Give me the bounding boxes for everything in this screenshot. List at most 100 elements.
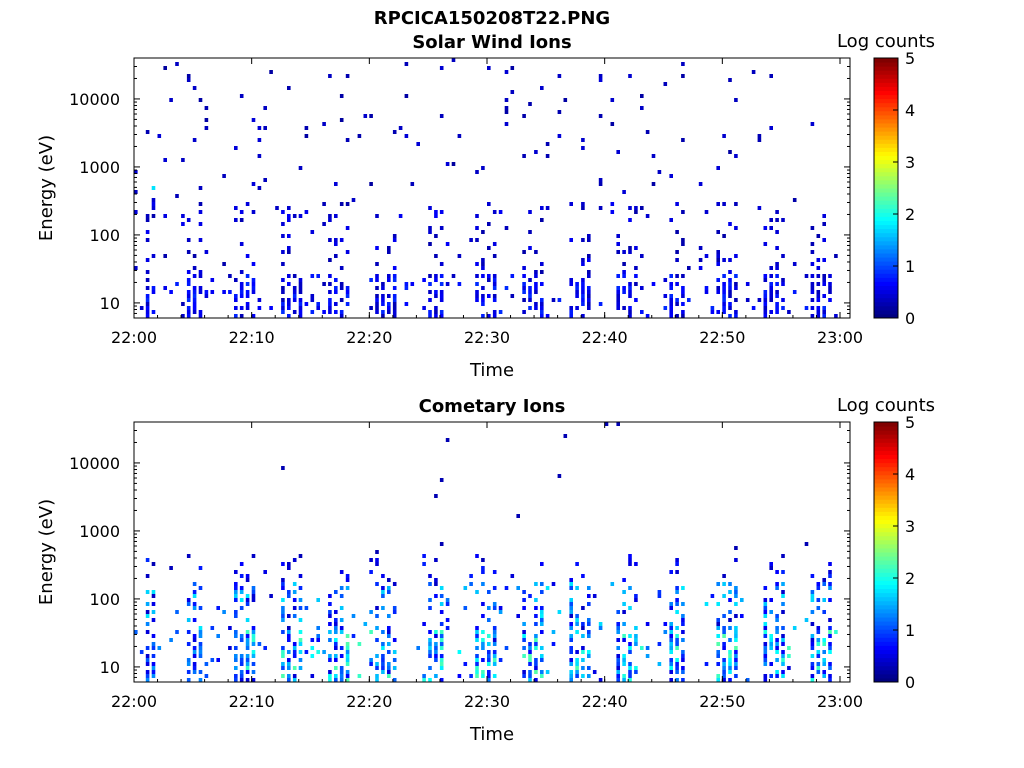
spectrogram-cell <box>722 642 726 646</box>
spectrogram-cell <box>387 306 391 310</box>
spectrogram-cell <box>287 306 291 310</box>
spectrogram-cell <box>434 674 438 678</box>
spectrogram-cell <box>540 306 544 310</box>
spectrogram-cell <box>339 118 344 122</box>
spectrogram-cell <box>645 130 650 134</box>
spectrogram-cell <box>775 218 779 222</box>
colorbar-segment <box>874 74 898 79</box>
spectrogram-cell <box>392 302 397 306</box>
spectrogram-cell <box>669 646 673 650</box>
spectrogram-cell <box>428 574 432 578</box>
spectrogram-cell <box>704 602 709 606</box>
spectrogram-cell <box>192 298 197 302</box>
spectrogram-cell <box>763 598 768 602</box>
spectrogram-cell <box>139 306 144 310</box>
spectrogram-cell <box>781 602 785 606</box>
spectrogram-cell <box>234 658 238 662</box>
spectrogram-cell <box>722 658 726 662</box>
spectrogram-cell <box>669 174 673 178</box>
spectrogram-cell <box>492 310 497 314</box>
spectrogram-cell <box>287 214 291 218</box>
spectrogram-cell <box>445 438 450 442</box>
spectrogram-cell <box>251 286 256 290</box>
colorbar-segment <box>874 90 898 96</box>
spectrogram-cell <box>251 182 256 186</box>
spectrogram-cell <box>151 670 156 674</box>
spectrogram-cell <box>481 630 485 634</box>
spectrogram-cell <box>310 298 315 302</box>
spectrogram-cell <box>781 642 785 646</box>
spectrogram-cell <box>587 238 591 242</box>
spectrogram-cell <box>245 638 250 642</box>
colorbar-segment <box>874 175 898 181</box>
spectrogram-cell <box>439 622 444 626</box>
spectrogram-cell <box>492 210 497 214</box>
spectrogram-cell <box>663 82 668 86</box>
spectrogram-cell <box>540 614 544 618</box>
spectrogram-cell <box>487 606 491 610</box>
colorbar-segment <box>874 495 898 500</box>
colorbar-segment <box>874 454 898 460</box>
spectrogram-cell <box>704 662 709 666</box>
spectrogram-cell <box>328 214 332 218</box>
spectrogram-cell <box>540 610 544 614</box>
spectrogram-cell <box>481 558 485 562</box>
spectrogram-cell <box>239 586 244 590</box>
spectrogram-cell <box>775 246 779 250</box>
spectrogram-cell <box>234 314 238 318</box>
spectrogram-cell <box>828 662 832 666</box>
colorbar-segment <box>874 273 898 278</box>
colorbar-tick-label: 2 <box>905 205 915 224</box>
spectrogram-cell <box>145 646 150 650</box>
spectrogram-cell <box>234 630 238 634</box>
spectrogram-cell <box>822 650 826 654</box>
spectrogram-cell <box>669 294 673 298</box>
spectrogram-cell <box>722 630 726 634</box>
spectrogram-cell <box>281 562 285 566</box>
spectrogram-cell <box>439 226 444 230</box>
spectrogram-cell <box>151 202 156 206</box>
spectrogram-cell <box>328 298 332 302</box>
spectrogram-cell <box>669 634 673 638</box>
spectrogram-cell <box>810 590 815 594</box>
spectrogram-cell <box>328 654 332 658</box>
spectrogram-cell <box>487 678 491 682</box>
spectrogram-cell <box>439 642 444 646</box>
colorbar-tick-label: 5 <box>905 49 915 68</box>
spectrogram-cell <box>475 638 479 642</box>
spectrogram-cell <box>434 650 438 654</box>
spectrogram-cell <box>204 118 209 122</box>
spectrogram-cell <box>822 310 826 314</box>
spectrogram-cell <box>287 594 291 598</box>
spectrogram-cell <box>392 294 397 298</box>
spectrogram-cell <box>657 642 662 646</box>
spectrogram-cell <box>728 626 732 630</box>
spectrogram-cell <box>339 286 344 290</box>
spectrogram-cell <box>257 154 262 158</box>
spectrogram-cell <box>269 594 273 598</box>
spectrogram-cell <box>234 654 238 658</box>
spectrogram-cell <box>622 270 626 274</box>
spectrogram-cell <box>616 666 620 670</box>
spectrogram-cell <box>569 658 573 662</box>
spectrogram-cell <box>822 214 826 218</box>
spectrogram-cell <box>640 94 644 98</box>
spectrogram-cell <box>287 666 291 670</box>
spectrogram-cell <box>434 306 438 310</box>
spectrogram-cell <box>504 286 509 290</box>
spectrogram-cell <box>481 642 485 646</box>
spectrogram-cell <box>487 618 491 622</box>
spectrogram-cell <box>651 154 656 158</box>
spectrogram-cell <box>781 298 785 302</box>
spectrogram-cell <box>734 630 738 634</box>
spectrogram-cell <box>304 134 309 138</box>
spectrogram-cell <box>392 286 397 290</box>
spectrogram-cell <box>534 662 538 666</box>
spectrogram-cell <box>569 602 573 606</box>
spectrogram-cell <box>569 598 573 602</box>
spectrogram-cell <box>734 226 738 230</box>
colorbar-segment <box>874 446 898 451</box>
spectrogram-cell <box>763 302 768 306</box>
spectrogram-cell <box>675 562 679 566</box>
spectrogram-cell <box>434 582 438 586</box>
